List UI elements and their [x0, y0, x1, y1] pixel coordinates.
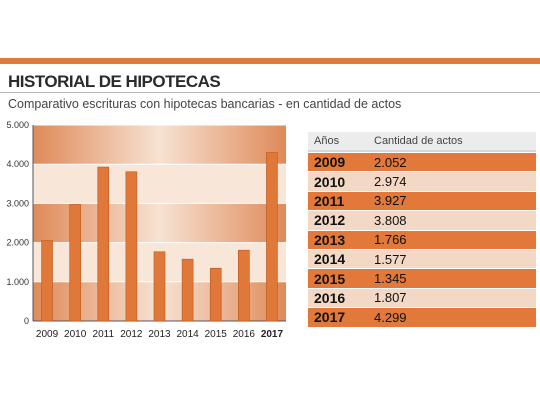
x-tick-label: 2010: [64, 329, 87, 340]
table-row: 2014 1.577: [308, 248, 536, 269]
row-value: 2.974: [374, 174, 407, 190]
row-year: 2013: [314, 231, 346, 248]
row-value: 3.927: [374, 193, 407, 209]
table-row: 2010 2.974: [308, 171, 536, 191]
x-tick-label: 2009: [36, 329, 59, 340]
bar: [97, 166, 110, 322]
header-years: Años: [314, 135, 340, 147]
table-row: 2016 1.807: [308, 287, 536, 308]
row-year: 2011: [314, 192, 345, 209]
x-tick-label: 2015: [205, 329, 228, 340]
header-count: Cantidad de actos: [374, 135, 463, 147]
bar: [181, 258, 194, 322]
data-table: Años Cantidad de actos 2009 2.052 2010 2.9…: [308, 132, 536, 327]
table-header: Años Cantidad de actos: [308, 132, 536, 152]
row-year: 2014: [314, 251, 346, 268]
x-tick-label: 2013: [148, 329, 171, 340]
row-year: 2012: [314, 212, 346, 229]
row-value: 1.766: [374, 232, 407, 248]
row-year: 2016: [314, 289, 346, 306]
bar: [209, 267, 222, 322]
x-tick-label: 2014: [176, 329, 199, 340]
x-tick-label: 2012: [120, 329, 143, 340]
grid-band: [33, 164, 286, 204]
y-tick-label: 4.000: [6, 159, 29, 169]
row-year: 2017: [314, 309, 346, 326]
row-year: 2015: [314, 270, 346, 287]
title-divider: [0, 92, 540, 93]
bar: [238, 249, 250, 322]
table-row: 2017 4.299: [308, 307, 536, 327]
y-tick-label: 1.000: [6, 277, 29, 287]
row-value: 1.577: [374, 251, 407, 267]
grid-band: [33, 125, 286, 165]
y-tick-label: 3.000: [6, 198, 29, 208]
page-title: HISTORIAL DE HIPOTECAS: [8, 72, 221, 91]
x-tick-label: 2011: [93, 329, 115, 340]
row-value: 2.052: [374, 154, 407, 170]
x-tick-label: 2016: [233, 329, 256, 340]
bar: [41, 240, 53, 322]
row-year: 2009: [314, 154, 346, 171]
bar: [153, 251, 166, 322]
bar-chart: 0 1.000 2.000 3.000 4.000 5.000 2009 2010 2011 20…: [6, 120, 286, 340]
bar: [125, 171, 138, 322]
row-value: 1.807: [374, 290, 407, 306]
table-row: 2013 1.766: [308, 229, 536, 249]
row-value: 3.808: [374, 212, 407, 228]
row-year: 2010: [314, 173, 346, 190]
x-tick-label: 2017: [261, 329, 284, 340]
table-row: 2009 2.052: [308, 152, 536, 172]
page-subtitle: Comparativo escrituras con hipotecas ban…: [8, 97, 402, 111]
row-value: 4.299: [374, 309, 407, 325]
table-row: 2015 1.345: [308, 268, 536, 288]
table-row: 2011 3.927: [308, 190, 536, 211]
top-accent-bar: [0, 58, 540, 64]
bar: [266, 152, 278, 322]
bar: [69, 204, 81, 322]
y-tick-label: 5.000: [6, 120, 29, 130]
table-row: 2012 3.808: [308, 210, 536, 230]
row-value: 1.345: [374, 271, 407, 287]
y-tick-label: 0: [24, 316, 29, 326]
y-tick-label: 2.000: [6, 238, 29, 248]
